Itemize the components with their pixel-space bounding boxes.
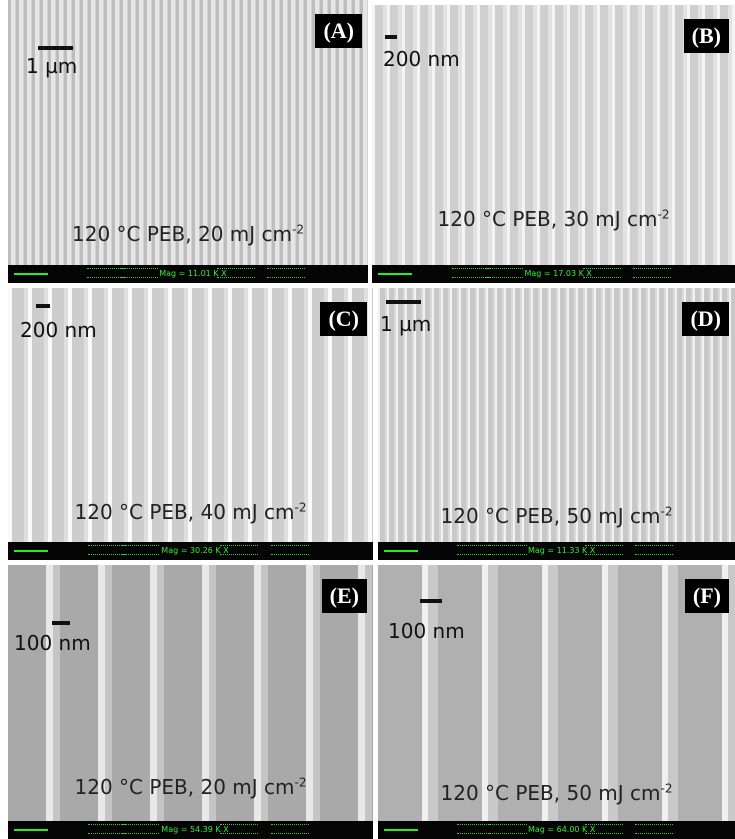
scale-bar-text: 1 µm [380,312,431,336]
status-bar: Mag = 17.03 K X [372,265,735,283]
status-detail [220,824,258,834]
caption-text: 120 °C PEB, 30 mJ cm [438,207,658,231]
status-scale [14,829,48,831]
status-detail [217,268,255,278]
scale-bar [36,304,50,308]
status-scale [14,550,48,552]
sem-panel: (E) 100 nm 120 °C PEB, 20 mJ cm-2 Mag = 54.… [8,565,373,839]
status-detail [489,545,527,555]
status-detail [635,545,673,555]
scale-bar [385,35,397,39]
status-detail [121,824,159,834]
status-detail [220,545,258,555]
status-detail [635,824,673,834]
caption: 120 °C PEB, 40 mJ cm-2 [8,500,373,524]
scale-bar [386,300,421,304]
status-scale [384,550,418,552]
status-detail [267,268,305,278]
status-detail [271,545,309,555]
caption: 120 °C PEB, 20 mJ cm-2 [8,775,373,799]
caption-text: 120 °C PEB, 50 mJ cm [441,504,661,528]
panel-label: (A) [315,14,362,48]
figure: (A)1 µm120 °C PEB, 20 mJ cm-2Mag = 11.01… [0,0,735,839]
caption-superscript: -2 [295,500,307,514]
caption: 120 °C PEB, 50 mJ cm-2 [378,781,735,805]
sem-panel: (D) 1 µm 120 °C PEB, 50 mJ cm-2 Mag = 11.33… [378,288,735,560]
sem-panel: (C) 200 nm 120 °C PEB, 40 mJ cm-2 Mag = 30.… [8,288,373,560]
status-detail [585,545,623,555]
caption: 120 °C PEB, 50 mJ cm-2 [378,504,735,528]
status-detail [489,824,527,834]
scale-bar [38,46,73,50]
status-scale [378,273,412,275]
caption-text: 120 °C PEB, 40 mJ cm [75,500,295,524]
caption-text: 120 °C PEB, 50 mJ cm [441,781,661,805]
status-detail [633,268,671,278]
magnification: Mag = 54.39 K X [161,825,228,834]
sem-panel: (A) 1 µm 120 °C PEB, 20 mJ cm-2 Mag = 11.01… [8,0,368,283]
panel-label: (E) [322,579,367,613]
panel-label: (C) [320,302,367,336]
caption-superscript: -2 [661,781,673,795]
status-bar: Mag = 64.00 K X [378,821,735,839]
scale-bar-text: 1 µm [26,54,77,78]
caption-superscript: -2 [658,207,670,221]
caption-text: 120 °C PEB, 20 mJ cm [75,775,295,799]
status-scale [14,273,48,275]
status-detail [585,824,623,834]
scale-bar-text: 100 nm [14,631,91,655]
caption-text: 120 °C PEB, 20 mJ cm [72,222,292,246]
caption-superscript: -2 [661,504,673,518]
sem-panel: (B) 200 nm 120 °C PEB, 30 mJ cm-2 Mag = 17.… [372,5,735,283]
sem-panel: (F) 100 nm 120 °C PEB, 50 mJ cm-2 Mag = 64.… [378,565,735,839]
status-bar: Mag = 11.33 K X [378,542,735,560]
caption: 120 °C PEB, 20 mJ cm-2 [8,222,368,246]
status-detail [120,268,158,278]
caption: 120 °C PEB, 30 mJ cm-2 [372,207,735,231]
status-bar: Mag = 11.01 K X [8,265,368,283]
status-detail [583,268,621,278]
panel-label: (F) [685,579,729,613]
scale-bar-text: 100 nm [388,619,465,643]
panel-label: (B) [684,19,729,53]
magnification: Mag = 30.26 K X [161,546,228,555]
status-detail [485,268,523,278]
status-scale [384,829,418,831]
scale-bar-text: 200 nm [383,47,460,71]
scale-bar [420,599,442,603]
caption-superscript: -2 [295,775,307,789]
panel-label: (D) [682,302,729,336]
status-bar: Mag = 30.26 K X [8,542,373,560]
caption-superscript: -2 [292,222,304,236]
status-detail [121,545,159,555]
status-detail [271,824,309,834]
status-bar: Mag = 54.39 K X [8,821,373,839]
scale-bar-text: 200 nm [20,318,97,342]
scale-bar [52,621,70,625]
